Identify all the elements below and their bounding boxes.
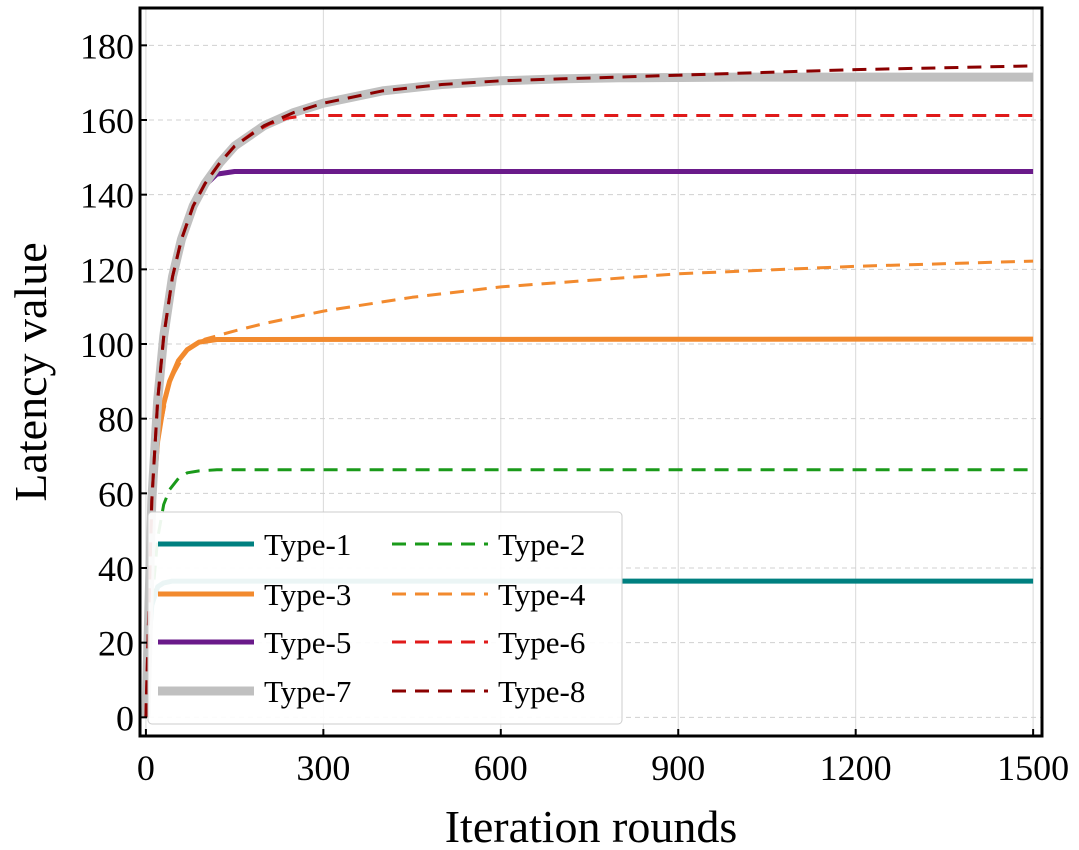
x-axis-title: Iteration rounds <box>445 801 738 850</box>
legend-label-type-2: Type-2 <box>498 527 585 562</box>
y-axis-title: Latency value <box>5 242 56 501</box>
y-tick-label: 140 <box>80 176 134 216</box>
x-tick-label: 600 <box>474 748 528 788</box>
series-line-type-8 <box>144 64 1034 718</box>
plot-frame <box>138 6 1044 738</box>
y-tick-label: 80 <box>98 400 134 440</box>
legend-label-type-1: Type-1 <box>264 527 351 562</box>
x-tick-label: 300 <box>296 748 350 788</box>
legend-box <box>147 511 623 725</box>
legend-label-type-5: Type-5 <box>264 625 351 660</box>
y-tick-label: 40 <box>98 549 134 589</box>
y-tick-label: 180 <box>80 26 134 66</box>
x-tick-label: 900 <box>651 748 705 788</box>
y-tick-label: 60 <box>98 474 134 514</box>
legend-label-type-6: Type-6 <box>498 625 585 660</box>
legend-label-type-4: Type-4 <box>498 577 586 612</box>
legend-label-type-8: Type-8 <box>498 674 585 709</box>
y-tick-label: 0 <box>116 698 134 738</box>
y-tick-label: 20 <box>98 624 134 664</box>
ticks: 0 300 600 900 1200 1500 0 20 40 60 80 100 120 140 160 1… <box>80 26 1069 788</box>
x-tick-label: 0 <box>137 748 155 788</box>
y-tick-label: 120 <box>80 250 134 290</box>
x-tick-label: 1200 <box>820 748 892 788</box>
x-tick-label: 1500 <box>997 748 1069 788</box>
y-tick-label: 100 <box>80 325 134 365</box>
y-tick-label: 160 <box>80 101 134 141</box>
legend-label-type-7: Type-7 <box>264 674 351 709</box>
legend-label-type-3: Type-3 <box>264 577 351 612</box>
legend: Type-1 Type-2 Type-3 Type-4 Type-5 Type-6 Type… <box>147 511 623 725</box>
